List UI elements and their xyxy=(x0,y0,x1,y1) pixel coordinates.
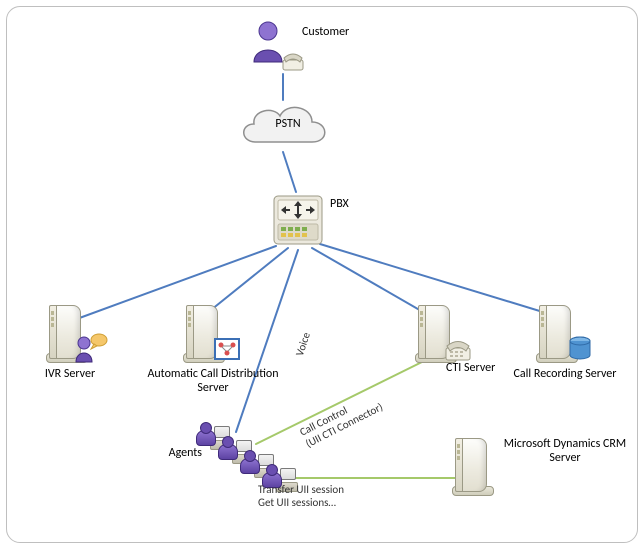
crm-server-node xyxy=(455,432,495,496)
edge-label-crm: Transfer UII session Get UII sessions… xyxy=(258,484,418,509)
flowchart-icon xyxy=(214,338,240,360)
edge-label-crm-l2: Get UII sessions… xyxy=(258,496,336,509)
edges-layer xyxy=(0,0,643,548)
switch-icon xyxy=(270,190,330,252)
agents-label: Agents xyxy=(148,447,202,461)
phone-icon xyxy=(282,52,306,72)
edge-pbx-cti xyxy=(312,248,430,316)
crm-label: Microsoft Dynamics CRM Server xyxy=(500,438,630,466)
edge-label-crm-l1: Transfer UII session xyxy=(258,483,344,496)
acd-label: Automatic Call Distribution Server xyxy=(138,368,288,396)
edge-pbx-agents xyxy=(236,250,298,432)
pbx-label: PBX xyxy=(330,198,370,212)
customer-node xyxy=(250,18,310,76)
rec-label: Call Recording Server xyxy=(500,368,630,382)
ivr-label: IVR Server xyxy=(30,368,110,382)
database-icon xyxy=(568,336,592,362)
person-bubble-icon xyxy=(74,332,108,364)
pstn-label: PSTN xyxy=(268,118,308,132)
customer-label: Customer xyxy=(302,26,372,40)
phone-icon xyxy=(444,340,472,362)
edge-pstn-pbx xyxy=(283,152,296,192)
